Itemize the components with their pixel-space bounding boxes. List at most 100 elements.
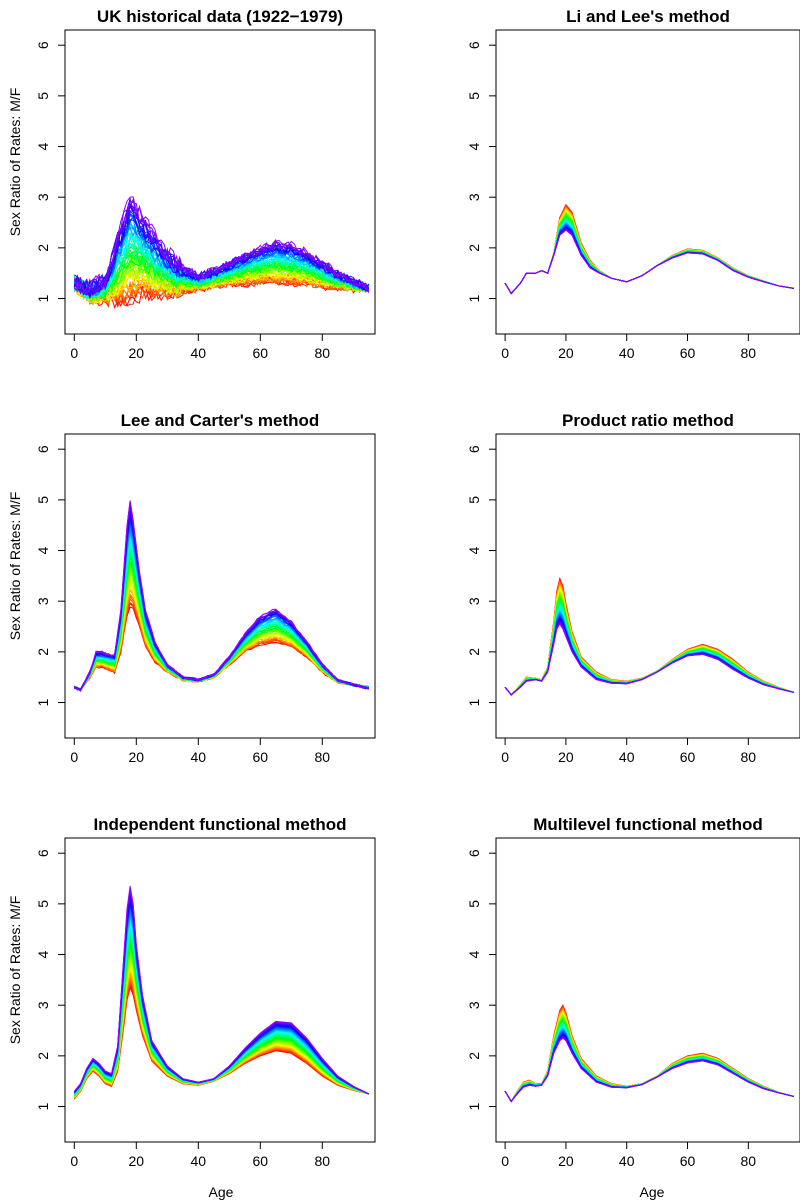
- series-line: [504, 1008, 795, 1103]
- series-line: [504, 228, 794, 295]
- panel-title: Li and Lee's method: [566, 7, 730, 26]
- series-line: [504, 211, 794, 295]
- y-tick-label: 5: [35, 496, 51, 504]
- y-tick-label: 1: [466, 1102, 482, 1110]
- series-line: [73, 196, 369, 294]
- series-line: [504, 214, 794, 295]
- y-tick-label: 2: [35, 1052, 51, 1060]
- series-line: [504, 1015, 795, 1103]
- series-line: [504, 616, 795, 696]
- series-line: [504, 1010, 795, 1103]
- panel-5: Independent functional method 0 20 40 60 80 1 2…: [35, 815, 376, 1169]
- series-line: [504, 207, 794, 295]
- series-line: [504, 1017, 795, 1103]
- series-line: [504, 203, 794, 295]
- panel-title: UK historical data (1922−1979): [97, 7, 343, 26]
- series-line: [74, 523, 369, 690]
- x-tick-label: 60: [680, 1153, 696, 1169]
- panel-1: UK historical data (1922−1979) 0 20 40 60 80 1…: [35, 7, 376, 361]
- plot-frame: [64, 433, 376, 739]
- series-line: [74, 500, 369, 692]
- panel-3: Lee and Carter's method 0 20 40 60 80 1 2 3 4 5 6: [35, 411, 376, 765]
- series-line: [504, 596, 795, 696]
- y-tick-label: 4: [35, 546, 51, 554]
- x-tick-label: 40: [191, 345, 207, 361]
- series-line: [504, 602, 795, 696]
- y-tick-label: 3: [35, 1001, 51, 1009]
- series-line: [504, 217, 794, 295]
- series-line: [504, 1005, 795, 1103]
- series-line: [504, 211, 794, 295]
- series-line: [504, 592, 795, 696]
- series-line: [504, 212, 794, 295]
- series-line: [504, 593, 795, 696]
- series-line: [504, 614, 795, 696]
- x-tick-label: 0: [501, 749, 509, 765]
- series-line: [504, 1004, 795, 1103]
- series-line: [504, 604, 795, 696]
- series-line: [504, 606, 795, 696]
- series-line: [504, 1010, 795, 1103]
- series-line: [504, 1007, 795, 1103]
- series-line: [504, 612, 795, 696]
- x-tick-label: 20: [558, 1153, 574, 1169]
- series-line: [504, 1017, 795, 1103]
- series-line: [504, 598, 795, 696]
- x-tick-label: 20: [558, 345, 574, 361]
- series-line: [504, 226, 794, 295]
- x-tick-label: 60: [253, 345, 269, 361]
- series-line: [504, 227, 794, 295]
- series-line: [504, 1023, 795, 1103]
- x-tick-label: 0: [70, 1153, 78, 1169]
- series-line: [504, 221, 794, 295]
- series-line: [504, 207, 794, 295]
- series-line: [504, 623, 795, 696]
- y-tick-label: 3: [35, 597, 51, 605]
- y-tick-label: 6: [466, 849, 482, 857]
- series-line: [504, 216, 794, 295]
- series-line: [504, 224, 794, 295]
- series-line: [504, 226, 794, 295]
- x-tick-label: 20: [129, 749, 145, 765]
- series-line: [504, 220, 794, 295]
- x-tick-label: 0: [501, 345, 509, 361]
- y-tick-label: 4: [466, 950, 482, 958]
- x-tick-label: 0: [70, 345, 78, 361]
- series-line: [504, 206, 794, 295]
- series-line: [504, 1011, 795, 1103]
- series-line: [504, 595, 795, 696]
- series-line: [73, 254, 369, 302]
- x-tick-label: 20: [558, 749, 574, 765]
- series-line: [504, 1013, 795, 1103]
- series-line: [504, 216, 794, 295]
- series-line: [504, 214, 794, 295]
- series-line: [504, 615, 795, 696]
- y-tick-label: 5: [35, 900, 51, 908]
- y-tick-label: 2: [466, 648, 482, 656]
- y-tick-label: 2: [466, 244, 482, 252]
- x-tick-label: 40: [191, 1153, 207, 1169]
- series-line: [504, 594, 795, 696]
- y-tick-label: 2: [466, 1052, 482, 1060]
- series-line: [74, 503, 369, 692]
- x-tick-label: 60: [680, 345, 696, 361]
- y-tick-label: 3: [466, 1001, 482, 1009]
- series-line: [504, 228, 794, 295]
- x-tick-label: 20: [129, 1153, 145, 1169]
- series-line: [504, 205, 794, 295]
- series-line: [504, 225, 794, 295]
- series-line: [504, 608, 795, 696]
- series-line: [504, 610, 795, 696]
- series-line: [504, 1025, 795, 1103]
- series-line: [73, 515, 369, 691]
- x-tick-label: 80: [315, 345, 331, 361]
- panel-title: Independent functional method: [93, 815, 346, 834]
- series-line: [504, 601, 795, 696]
- y-tick-label: 4: [466, 546, 482, 554]
- series-line: [504, 603, 795, 696]
- x-tick-label: 60: [253, 1153, 269, 1169]
- series-line: [504, 1015, 795, 1103]
- series-line: [504, 1006, 795, 1103]
- x-axis-label-right: Age: [640, 1184, 665, 1200]
- series-line: [74, 509, 369, 691]
